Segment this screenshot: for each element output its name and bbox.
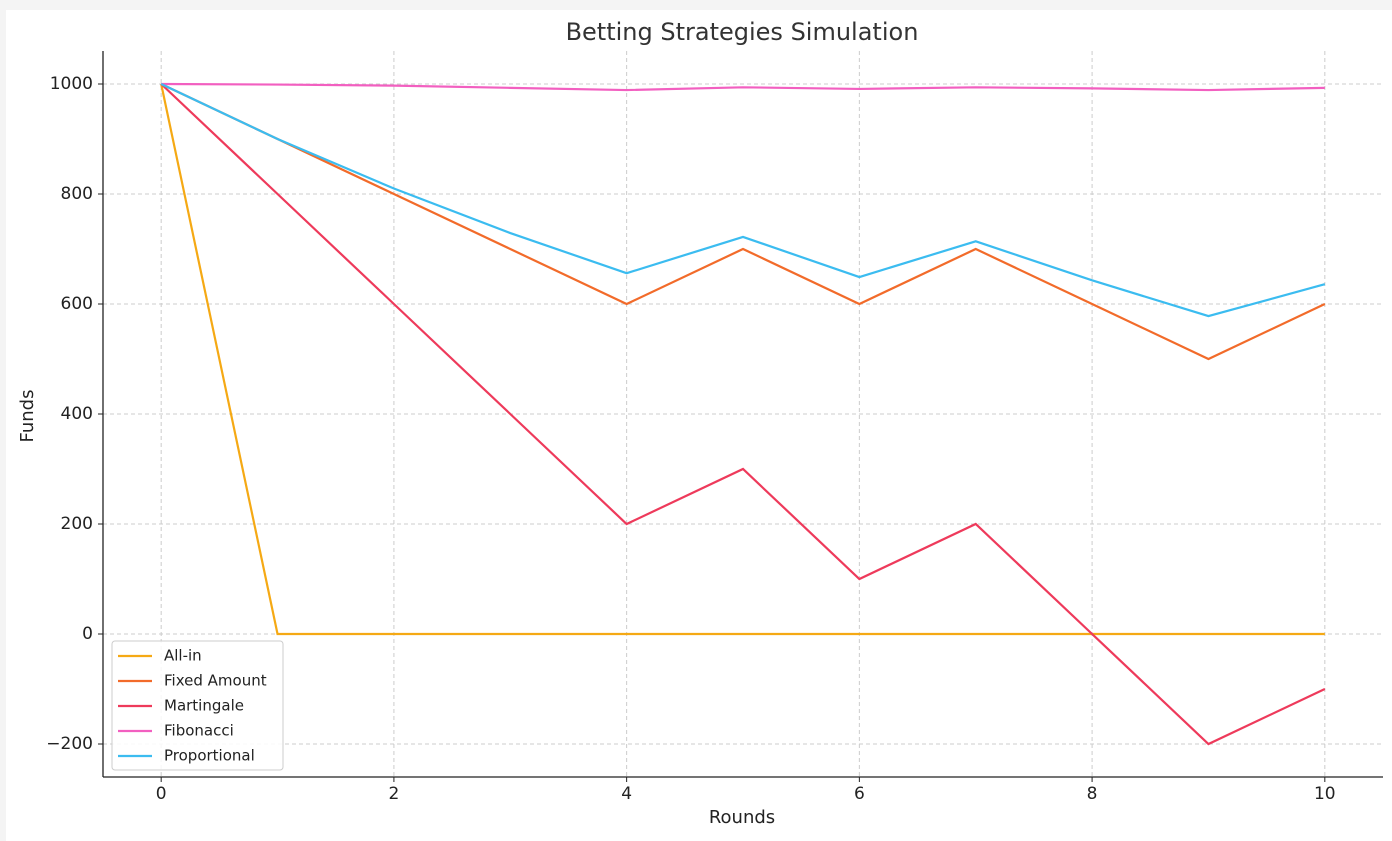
x-tick-label: 6	[854, 784, 865, 804]
y-tick-label: 400	[61, 404, 93, 424]
chart-title: Betting Strategies Simulation	[566, 18, 919, 46]
y-tick-label: 200	[61, 514, 93, 534]
legend-label: Fibonacci	[164, 722, 234, 740]
series-line	[160, 83, 1326, 318]
x-tick-label: 10	[1314, 784, 1336, 804]
legend-label: All-in	[164, 647, 202, 665]
legend-label: Fixed Amount	[164, 672, 267, 690]
legend: All-in Fixed Amount Martingale Fibonacci Pro…	[111, 640, 284, 771]
x-axis-label: Rounds	[709, 807, 775, 828]
y-tick-label: 600	[61, 294, 93, 314]
x-tick-label: 0	[156, 784, 167, 804]
x-tick-label: 2	[388, 784, 399, 804]
series-line	[160, 83, 1325, 636]
x-tick-label: 4	[621, 784, 632, 804]
y-tick-label: −200	[46, 734, 93, 754]
y-tick-label: 0	[82, 624, 93, 644]
x-tick-label: 8	[1087, 784, 1098, 804]
series-line	[160, 83, 1326, 361]
series-line	[160, 83, 1326, 746]
y-tick-label: 1000	[50, 74, 93, 94]
series-line	[161, 82, 1325, 92]
legend-label: Proportional	[164, 747, 255, 765]
legend-label: Martingale	[164, 697, 244, 715]
y-axis-label: Funds	[17, 390, 38, 443]
legend-box	[111, 640, 284, 771]
y-tick-label: 800	[61, 184, 93, 204]
